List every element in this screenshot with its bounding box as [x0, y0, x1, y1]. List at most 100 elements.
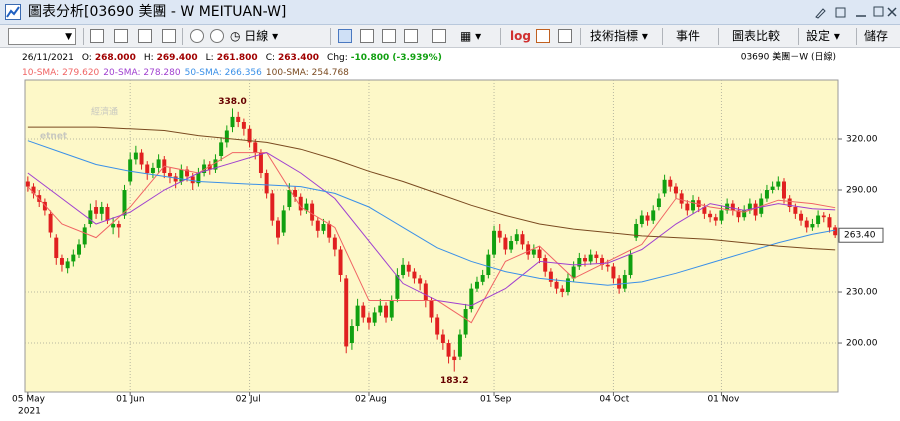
candle-type[interactable]: [338, 29, 352, 43]
candle-body: [662, 179, 667, 194]
fit-tool[interactable]: [162, 29, 176, 43]
interval-select[interactable]: ◷ 日線 ▾: [230, 29, 279, 43]
candle-body: [605, 264, 610, 267]
candle-body: [116, 224, 121, 228]
window-controls[interactable]: [814, 5, 898, 20]
candle-body: [634, 224, 639, 238]
candle-body: [736, 210, 741, 218]
y-tick-label: 230.00: [846, 288, 878, 298]
bar-type[interactable]: [432, 29, 446, 43]
events-button[interactable]: 事件: [676, 29, 701, 43]
indicators-menu[interactable]: 技術指標 ▾: [590, 29, 648, 43]
zoom-out[interactable]: [210, 29, 224, 43]
ohlc-type[interactable]: [360, 29, 374, 43]
candle-body: [514, 234, 519, 242]
candle-body: [94, 207, 99, 214]
instrument: 03690 美團－W (日線): [741, 51, 836, 63]
candle-body: [105, 207, 110, 221]
candle-body: [384, 305, 389, 318]
candle-body: [730, 203, 735, 211]
settings-menu[interactable]: 設定 ▾: [806, 29, 840, 43]
candle-body: [503, 237, 508, 250]
separator: [83, 28, 84, 45]
x-tick-label: 05 May: [12, 395, 46, 405]
candle-body: [821, 215, 826, 218]
candle-body: [418, 278, 423, 284]
candle-body: [469, 288, 474, 310]
candle-body: [156, 159, 161, 168]
candle-body: [486, 254, 491, 276]
candle-body: [565, 278, 570, 293]
candle-body: [310, 203, 315, 221]
field-value: 268.000: [95, 53, 136, 63]
candle-body: [25, 181, 30, 187]
grid-toggle[interactable]: ▦ ▾: [460, 29, 482, 43]
candle-body: [753, 203, 758, 216]
candle-body: [713, 217, 718, 221]
separator: [662, 28, 663, 45]
candle-body: [474, 281, 479, 289]
line-type[interactable]: [382, 29, 396, 43]
mountain-type[interactable]: [404, 29, 418, 43]
field-value: 269.400: [157, 53, 198, 63]
candle-body: [293, 190, 298, 197]
candle-body: [577, 258, 582, 267]
candle-body: [111, 224, 116, 228]
candle-body: [321, 224, 326, 231]
crosshair-tool[interactable]: [114, 29, 128, 43]
candle-body: [611, 266, 616, 279]
y-tick-label: 200.00: [846, 339, 878, 349]
candle-body: [446, 343, 451, 357]
candle-body: [145, 164, 150, 174]
candle-body: [77, 244, 82, 255]
candle-body: [787, 198, 792, 208]
candle-body: [59, 258, 64, 265]
chart: 26/11/2021 O: 268.000 H: 269.400 L: 261.800 C: 2…: [0, 48, 900, 417]
candle-body: [526, 244, 531, 255]
candle-body: [412, 271, 417, 279]
candle-body: [776, 181, 781, 187]
pan-tool[interactable]: [90, 29, 104, 43]
candle-body: [99, 207, 104, 214]
legend-entry: 50-SMA: 266.356: [185, 68, 263, 78]
scale-toggle[interactable]: [536, 29, 550, 43]
candle-body: [179, 169, 184, 182]
x-year-label: 2021: [18, 407, 41, 417]
candle-body: [651, 210, 656, 221]
separator: [798, 28, 799, 45]
candle-body: [82, 227, 87, 245]
watermark: 經濟通: [91, 106, 118, 118]
candle-body: [548, 271, 553, 282]
candle-body: [247, 128, 252, 143]
candle-body: [133, 152, 138, 160]
candle-body: [520, 234, 525, 245]
draw-tool[interactable]: [138, 29, 152, 43]
separator: [182, 28, 183, 45]
zoom-in[interactable]: [190, 29, 204, 43]
candle-body: [827, 217, 832, 228]
candle-body: [645, 215, 650, 221]
candle-body: [42, 201, 47, 211]
field-value: 261.800: [217, 53, 258, 63]
candle-body: [719, 210, 724, 221]
save-button[interactable]: 儲存: [864, 29, 889, 43]
candle-body: [196, 173, 201, 184]
log-toggle[interactable]: log: [510, 29, 531, 43]
candle-body: [600, 258, 605, 265]
symbol-input[interactable]: ▼: [8, 28, 76, 45]
field-value: 263.400: [278, 53, 319, 63]
candle-body: [696, 200, 701, 208]
candle-body: [361, 305, 366, 318]
interval: 日線: [244, 29, 269, 43]
candle-body: [492, 230, 497, 255]
last-price-label: 263.40: [844, 231, 876, 241]
compare-button[interactable]: 圖表比較: [732, 29, 781, 43]
candle-body: [349, 326, 354, 344]
candle-body: [793, 207, 798, 214]
candle-body: [236, 116, 241, 122]
percent-toggle[interactable]: [558, 29, 572, 43]
candle-body: [588, 254, 593, 262]
candle-body: [679, 193, 684, 204]
x-tick-label: 02 Jul: [236, 395, 261, 405]
x-tick-label: 02 Aug: [355, 395, 387, 405]
